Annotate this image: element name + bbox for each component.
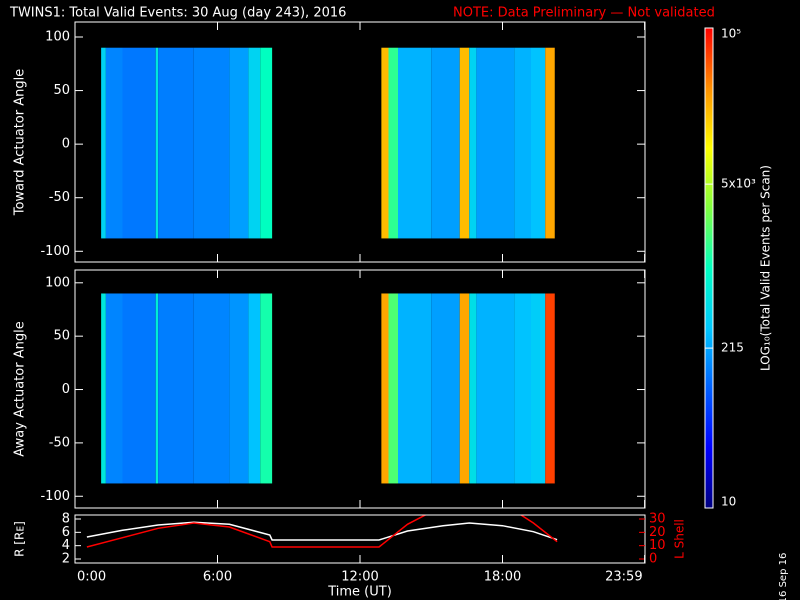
y-tick-label: 50 — [53, 329, 70, 344]
y-tick-label: 6 — [62, 525, 70, 540]
heatmap-cell — [431, 293, 460, 484]
y-tick-label: -100 — [40, 244, 70, 259]
heatmap-cell — [381, 47, 389, 239]
y-tick-label: 4 — [62, 538, 70, 553]
y-tick-label: 100 — [45, 275, 70, 290]
y-tick-label: 0 — [62, 382, 70, 397]
x-axis-label: Time (UT) — [327, 585, 392, 600]
heatmap-cell — [193, 293, 230, 484]
heatmap-cell — [229, 293, 249, 484]
colorbar-tick-label: 10 — [721, 495, 736, 509]
heatmap-cell — [158, 293, 194, 484]
heatmap-cell — [531, 47, 546, 239]
heatmap-cell — [459, 293, 470, 484]
colorbar-tick-label: 215 — [721, 341, 744, 355]
heatmap-cell — [260, 47, 273, 239]
y-tick-label: 100 — [45, 30, 70, 45]
heatmap-cell — [398, 47, 432, 239]
y-axis-label: Toward Actuator Angle — [13, 69, 28, 216]
timestamp: 16 Sep 16 — [778, 553, 789, 600]
heatmap-cell — [514, 293, 531, 484]
y-tick-label: 0 — [62, 137, 70, 152]
heatmap-cell — [105, 47, 123, 239]
y-tick-label: 2 — [62, 552, 70, 567]
heatmap-cell — [101, 47, 106, 239]
heatmap-cell — [248, 293, 261, 484]
y2-tick-label: 30 — [649, 512, 666, 527]
heatmap-cell — [469, 293, 477, 484]
y-tick-label: -50 — [49, 435, 70, 450]
y-tick-label: -50 — [49, 190, 70, 205]
heatmap-cell — [155, 47, 159, 239]
heatmap-cell — [105, 293, 123, 484]
heatmap-cell — [459, 47, 470, 239]
heatmap-cell — [514, 47, 531, 239]
heatmap-cell — [388, 47, 398, 239]
x-tick-label: 12:00 — [341, 570, 378, 585]
y2-tick-label: 20 — [649, 525, 666, 540]
heatmap-cell — [122, 293, 156, 484]
x-tick-label: 6:00 — [203, 570, 232, 585]
heatmap-cell — [388, 293, 398, 484]
heatmap-cell — [476, 47, 515, 239]
x-tick-label: 18:00 — [484, 570, 521, 585]
heatmap-cell — [248, 47, 261, 239]
y-axis-label: R [Rᴇ] — [13, 521, 27, 557]
heatmap-cell — [545, 293, 555, 484]
series-line — [86, 521, 558, 541]
heatmap-cell — [545, 47, 555, 239]
chart-title: TWINS1: Total Valid Events: 30 Aug (day … — [9, 6, 346, 21]
heatmap-cell — [101, 293, 106, 484]
series-line — [86, 515, 558, 548]
heatmap-cell — [531, 293, 546, 484]
heatmap-cell — [229, 47, 249, 239]
heatmap-cell — [476, 293, 515, 484]
x-tick-label: 23:59 — [605, 570, 642, 585]
y-tick-label: -100 — [40, 489, 70, 504]
heatmap-cell — [260, 293, 273, 484]
heatmap-cell — [193, 47, 230, 239]
heatmap-cell — [122, 47, 156, 239]
y2-axis-label: L Shell — [673, 519, 687, 559]
x-tick-label: 0:00 — [77, 570, 106, 585]
heatmap-cell — [469, 47, 477, 239]
y2-tick-label: 10 — [649, 538, 666, 553]
heatmap-cell — [381, 293, 389, 484]
heatmap-cell — [155, 293, 159, 484]
y2-tick-label: 0 — [649, 552, 657, 567]
heatmap-cell — [431, 47, 460, 239]
y-axis-label: Away Actuator Angle — [13, 321, 28, 456]
colorbar-label: LOG₁₀(Total Valid Events per Scan) — [759, 165, 773, 371]
y-tick-label: 50 — [53, 83, 70, 98]
colorbar-tick-label: 10⁵ — [721, 27, 741, 41]
colorbar — [704, 27, 714, 509]
colorbar-tick-label: 5x10³ — [721, 177, 756, 191]
note: NOTE: Data Preliminary — Not validated — [453, 6, 715, 21]
y-tick-label: 8 — [62, 512, 70, 527]
heatmap-cell — [158, 47, 194, 239]
heatmap-cell — [398, 293, 432, 484]
